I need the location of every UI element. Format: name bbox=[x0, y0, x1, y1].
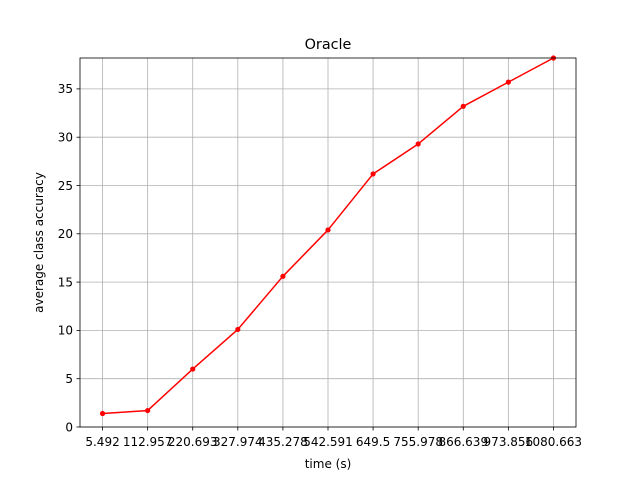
series-layer bbox=[99, 55, 557, 417]
x-tick-label: 5.492 bbox=[85, 435, 119, 449]
data-point bbox=[415, 141, 421, 147]
y-tick-label: 20 bbox=[58, 227, 73, 241]
x-tick-label: 973.856 bbox=[484, 435, 534, 449]
x-tick-label: 112.957 bbox=[123, 435, 173, 449]
y-tick-label: 15 bbox=[58, 275, 73, 289]
chart-title: Oracle bbox=[305, 37, 352, 53]
x-tick-label: 327.974 bbox=[213, 435, 263, 449]
data-point bbox=[235, 326, 241, 333]
y-tick-label: 0 bbox=[65, 420, 73, 434]
x-axis-label: time (s) bbox=[305, 457, 352, 471]
x-tick-label: 649.5 bbox=[356, 435, 390, 449]
x-axis: 5.492 112.957220.693327.974435.278542.591… bbox=[85, 427, 582, 449]
data-point bbox=[190, 366, 196, 372]
y-tick-label: 25 bbox=[58, 179, 73, 193]
data-point bbox=[325, 227, 331, 233]
data-point bbox=[99, 410, 106, 417]
y-axis-label: average class accuracy bbox=[32, 172, 46, 313]
data-point bbox=[460, 103, 466, 109]
data-point bbox=[505, 79, 511, 85]
y-tick-label: 5 bbox=[65, 372, 73, 386]
x-tick-label: 1080.663 bbox=[525, 435, 582, 449]
x-tick-label: 542.591 bbox=[303, 435, 353, 449]
x-tick-label: 435.278 bbox=[258, 435, 308, 449]
x-tick-label: 220.693 bbox=[168, 435, 218, 449]
x-tick-label: 866.639 bbox=[438, 435, 488, 449]
x-tick-label: 755.978 bbox=[393, 435, 443, 449]
y-tick-label: 30 bbox=[58, 131, 73, 145]
y-axis: 0 5 10 15 20 25 30 35 bbox=[58, 82, 80, 434]
data-point bbox=[370, 171, 376, 177]
data-point bbox=[280, 273, 286, 279]
y-tick-label: 10 bbox=[58, 324, 73, 338]
data-point bbox=[145, 407, 151, 414]
y-tick-label: 35 bbox=[58, 82, 73, 96]
